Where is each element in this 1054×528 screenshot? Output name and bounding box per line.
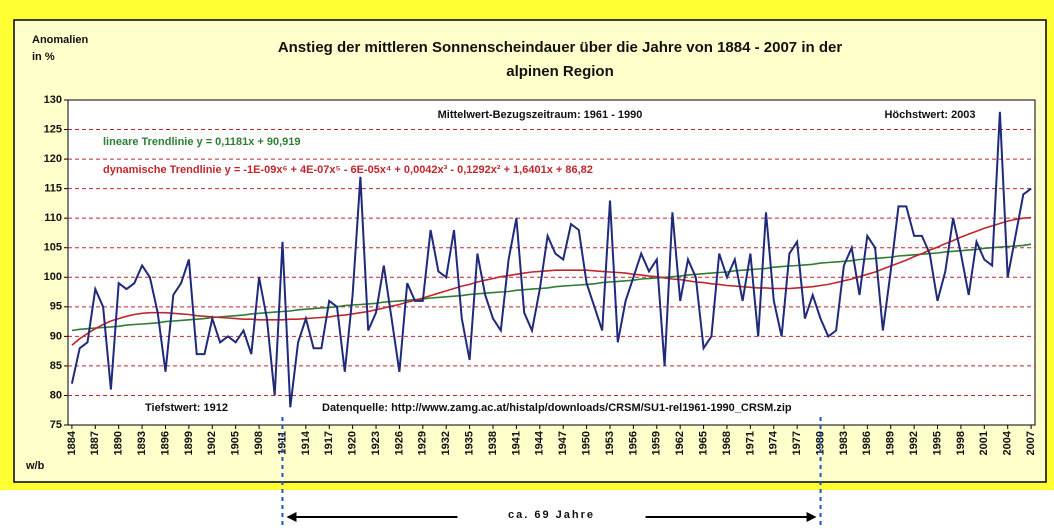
chart-title: Anstieg der mittleren Sonnenscheindauer … bbox=[278, 39, 843, 56]
y-tick-label: 105 bbox=[44, 242, 62, 254]
x-tick-label: 1953 bbox=[604, 431, 616, 455]
x-tick-label: 1947 bbox=[557, 431, 569, 455]
x-tick-label: 1977 bbox=[791, 431, 803, 455]
data-line bbox=[70, 111, 1032, 408]
trend-line bbox=[71, 216, 1032, 346]
annotation: Höchstwert: 2003 bbox=[884, 109, 975, 121]
x-tick-label: 2001 bbox=[978, 431, 990, 455]
x-tick-label: 1920 bbox=[347, 431, 359, 455]
x-tick-label: 1893 bbox=[136, 431, 148, 455]
x-tick-label: 1959 bbox=[651, 431, 663, 455]
x-tick-label: 1956 bbox=[627, 431, 639, 455]
x-tick-label: 1995 bbox=[931, 431, 943, 455]
x-tick-label: 1992 bbox=[908, 431, 920, 455]
x-tick-label: 1971 bbox=[744, 431, 756, 455]
x-tick-label: 1983 bbox=[838, 431, 850, 455]
x-tick-label: 1974 bbox=[768, 430, 780, 455]
trend-line bbox=[71, 243, 1032, 332]
y-tick-label: 85 bbox=[50, 360, 62, 372]
x-tick-label: 1986 bbox=[861, 431, 873, 455]
y-tick-label: 120 bbox=[44, 153, 62, 165]
x-tick-label: 1989 bbox=[885, 431, 897, 455]
x-tick-label: 1944 bbox=[534, 430, 546, 455]
x-tick-label: 1998 bbox=[955, 431, 967, 455]
x-tick-label: 1887 bbox=[89, 431, 101, 455]
x-tick-label: 1884 bbox=[66, 430, 78, 455]
x-tick-label: 1896 bbox=[159, 431, 171, 455]
y-tick-label: 95 bbox=[50, 301, 62, 313]
x-tick-label: 1935 bbox=[464, 431, 476, 455]
bracket-label: ca. 69 Jahre bbox=[508, 509, 595, 521]
annotation: Tiefstwert: 1912 bbox=[145, 402, 228, 414]
y-tick-label: 125 bbox=[44, 123, 62, 135]
x-tick-label: 1899 bbox=[183, 431, 195, 455]
x-tick-label: 1929 bbox=[417, 431, 429, 455]
x-tick-label: 1908 bbox=[253, 431, 265, 455]
arrow-head bbox=[286, 512, 297, 522]
y-tick-label: 110 bbox=[44, 212, 62, 224]
chart-subtitle: alpinen Region bbox=[506, 63, 614, 80]
plot-area bbox=[67, 99, 1036, 426]
y-tick-label: 90 bbox=[50, 330, 62, 342]
trend-label: dynamische Trendlinie y = -1E-09x⁶ + 4E-… bbox=[103, 164, 593, 176]
x-tick-label: 1962 bbox=[674, 431, 686, 455]
x-tick-label: 1926 bbox=[393, 431, 405, 455]
y-tick-label: 100 bbox=[44, 271, 62, 283]
x-tick-label: 1923 bbox=[370, 431, 382, 455]
x-tick-label: 1938 bbox=[487, 431, 499, 455]
x-tick-label: 1902 bbox=[206, 431, 218, 455]
x-tick-label: 1890 bbox=[113, 431, 125, 455]
y-axis-label: in % bbox=[32, 51, 55, 63]
y-tick-label: 75 bbox=[50, 419, 62, 431]
x-tick-label: 1905 bbox=[230, 431, 242, 455]
x-tick-label: 1917 bbox=[323, 431, 335, 455]
x-tick-label: 1950 bbox=[580, 431, 592, 455]
x-tick-label: 1965 bbox=[697, 431, 709, 455]
x-tick-label: 1914 bbox=[300, 430, 312, 455]
y-tick-label: 130 bbox=[44, 94, 62, 106]
x-tick-label: 1968 bbox=[721, 431, 733, 455]
x-tick-label: 1932 bbox=[440, 431, 452, 455]
y-tick-label: 115 bbox=[44, 183, 62, 195]
x-tick-label: 2007 bbox=[1025, 431, 1037, 455]
corner-label: w/b bbox=[25, 460, 45, 472]
trend-label: lineare Trendlinie y = 0,1181x + 90,919 bbox=[103, 136, 301, 148]
x-tick-label: 1941 bbox=[510, 431, 522, 455]
y-tick-label: 80 bbox=[50, 389, 62, 401]
y-axis-label: Anomalien bbox=[32, 34, 89, 46]
x-tick-label: 2004 bbox=[1002, 430, 1014, 455]
annotation: Datenquelle: http://www.zamg.ac.at/hista… bbox=[322, 402, 792, 414]
arrow-head bbox=[806, 512, 817, 522]
annotation: Mittelwert-Bezugszeitraum: 1961 - 1990 bbox=[438, 109, 643, 121]
